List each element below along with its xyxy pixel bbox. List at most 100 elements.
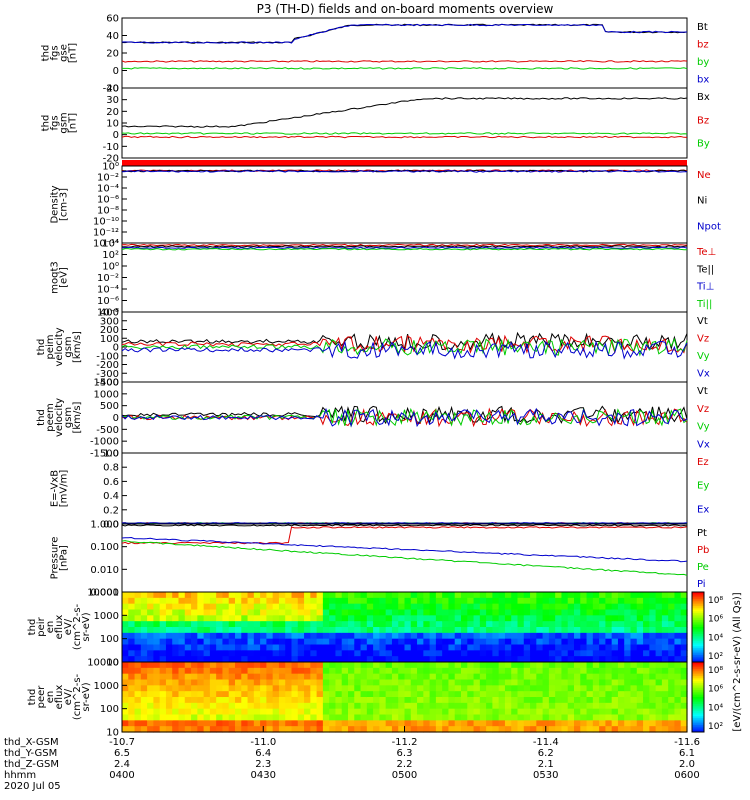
series-Pe (121, 540, 688, 576)
legend-entry: Vx (697, 369, 710, 380)
y-tick-label: 0.001 (90, 588, 119, 599)
x-tick-label: 2.1 (538, 759, 554, 770)
legend-entry: Bx (697, 92, 710, 103)
figure-title: P3 (TH-D) fields and on-board moments ov… (256, 2, 554, 16)
y-tick-label: 1.0 (103, 449, 119, 460)
legend-entry: Te⊥ (696, 247, 716, 258)
y-tick-label: -1000 (90, 437, 119, 448)
colorbar-1: 10⁸ 10⁶ 10⁴ 10² (691, 591, 723, 663)
legend-entry: Te|| (696, 264, 714, 275)
x-row-label: thd_Y-GSM (4, 748, 57, 759)
y-tick-label: 0.0 (103, 520, 119, 531)
y-tick-label: 0.100 (90, 542, 119, 553)
panel-7: 1.0 0.8 0.6 0.4 0.2 0.0 E=-VxB[mV/m] Ez Ey Ex (50, 449, 710, 531)
y-tick-label: 20 (106, 49, 119, 60)
x-tick-label: 6.1 (679, 748, 695, 759)
x-tick-label: 0430 (251, 770, 276, 781)
y-tick-label: 1.000 (90, 520, 119, 531)
colorbar-tick: 10⁴ (708, 633, 723, 643)
y-tick-label: 10 (106, 728, 119, 739)
colorbar-tick: 10⁸ (708, 666, 723, 676)
x-tick-label: -11.6 (674, 737, 700, 748)
y-axis-label: thdfgsgse[nT] (41, 43, 79, 63)
legend-entry: Pt (697, 528, 707, 539)
legend-entry: Pb (697, 545, 709, 556)
panel-1: 60 40 20 0 -20 thdfgsgse[nT] Bt bz by bx (41, 14, 710, 95)
colorbar-tick: 10⁸ (708, 596, 723, 606)
y-tick-label: 10⁻¹² (93, 228, 119, 239)
legend-entry: Ex (697, 504, 709, 515)
legend-entry: Bt (697, 22, 708, 33)
x-row-label: 2020 Jul 05 (4, 781, 61, 792)
y-tick-label: 0.2 (103, 505, 119, 516)
y-tick-label: 200 (100, 325, 119, 336)
y-tick-label: 30 (106, 95, 119, 106)
y-tick-label: -200 (96, 360, 119, 371)
y-tick-label: 0.8 (103, 463, 119, 474)
y-tick-label: -500 (96, 425, 119, 436)
series-Npot (121, 170, 688, 173)
y-tick-label: 100 (100, 704, 119, 715)
y-tick-label: 10⁻⁴ (97, 285, 119, 296)
y-tick-label: 10⁻⁸ (97, 308, 119, 319)
y-axis-label: thdfgsgsm[nT] (41, 112, 79, 133)
y-tick-label: 10⁴ (102, 239, 119, 250)
y-axis-label: E=-VxB[mV/m] (50, 470, 70, 508)
series-Vy (121, 337, 688, 357)
legend-entry: Ti⊥ (696, 282, 714, 293)
y-tick-label: 10 (106, 658, 119, 669)
x-tick-label: 2.2 (397, 759, 413, 770)
y-tick-label: -300 (96, 369, 119, 380)
series-bx (121, 23, 688, 44)
y-tick-label: 10⁰ (102, 162, 119, 173)
colorbar-2: 10⁸ 10⁶ 10⁴ 10² (691, 661, 723, 733)
y-axis-label: thdpeimvelocitygsm[km/s] (36, 327, 83, 366)
y-tick-label: 40 (106, 31, 119, 42)
legend-entry: Vy (697, 351, 710, 362)
legend-entry: By (697, 139, 710, 150)
y-tick-label: 40 (106, 84, 119, 95)
y-tick-label: 60 (106, 14, 119, 25)
legend-entry: Ne (697, 170, 711, 181)
legend-entry: bz (697, 40, 709, 51)
y-tick-label: 10⁻⁴ (97, 184, 119, 195)
y-tick-label: 10 (106, 119, 119, 130)
x-tick-label: 0500 (392, 770, 417, 781)
series-Te⊥ (121, 243, 688, 247)
y-tick-label: 0.6 (103, 477, 119, 488)
y-tick-label: 0 (113, 343, 119, 354)
x-tick-label: 2.0 (679, 759, 695, 770)
y-tick-label: 100 (100, 634, 119, 645)
colorbar-label: [eV/(cm^2-s-sr-eV) (All Qs)] (732, 592, 743, 731)
x-tick-label: 0530 (533, 770, 558, 781)
y-tick-label: 500 (100, 401, 119, 412)
series-Vt (121, 405, 688, 425)
x-tick-label: -11.0 (250, 737, 276, 748)
y-tick-label: -400 (96, 378, 119, 389)
legend-entry: bx (697, 75, 709, 86)
y-tick-label: 10² (102, 250, 119, 261)
y-axis-label: Density[cm-3] (50, 185, 70, 223)
legend-entry: Ey (697, 481, 709, 492)
series-bz (121, 60, 688, 63)
y-tick-label: 10⁻⁶ (97, 296, 119, 307)
y-tick-label: 10⁻² (97, 173, 119, 184)
legend-entry: Vx (697, 439, 710, 450)
legend-entry: Vz (697, 404, 709, 415)
y-tick-label: 10⁻¹⁰ (93, 217, 119, 228)
series-Ti⊥ (121, 246, 688, 250)
x-row-label: hhmm (4, 770, 36, 781)
legend-entry: Vz (697, 334, 709, 345)
series-Vx (121, 340, 688, 360)
x-tick-label: -11.4 (533, 737, 559, 748)
y-tick-label: -20 (103, 154, 119, 165)
series-Vx (121, 407, 688, 428)
y-tick-label: 0.010 (90, 565, 119, 576)
legend-entry: by (697, 57, 709, 68)
legend-entry: Pi (697, 579, 706, 590)
